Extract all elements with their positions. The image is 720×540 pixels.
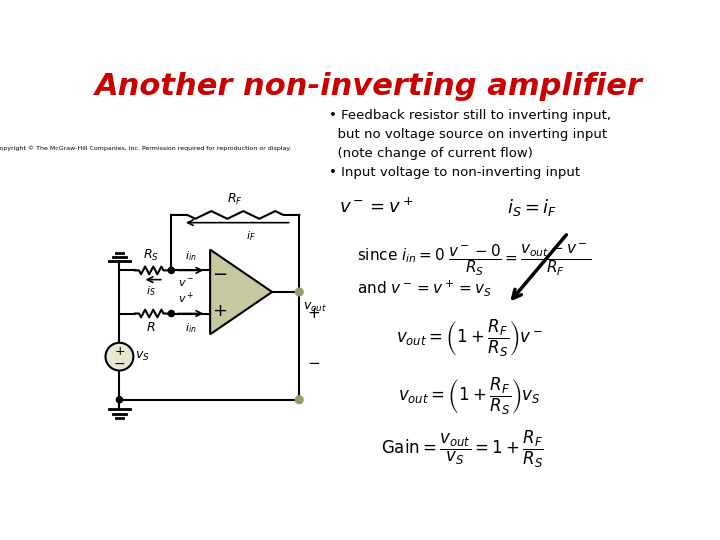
Text: $R_S$: $R_S$ [143, 247, 159, 262]
Text: • Feedback resistor still to inverting input,
  but no voltage source on inverti: • Feedback resistor still to inverting i… [329, 110, 611, 179]
Text: $+$: $+$ [212, 302, 227, 320]
Text: $+$: $+$ [114, 345, 125, 357]
Circle shape [106, 343, 133, 370]
Text: $v^- = v^+$: $v^- = v^+$ [339, 198, 414, 217]
Text: and $v^- = v^+ = v_S$: and $v^- = v^+ = v_S$ [357, 278, 492, 298]
Polygon shape [210, 249, 272, 334]
Text: $v_{out}$: $v_{out}$ [303, 301, 327, 314]
Circle shape [295, 288, 303, 296]
Text: $v_S$: $v_S$ [135, 350, 150, 363]
Text: $\dfrac{v^- - 0}{R_S} = \dfrac{v_{out} - v^-}{R_F}$: $\dfrac{v^- - 0}{R_S} = \dfrac{v_{out} -… [449, 241, 592, 278]
Text: $-$: $-$ [212, 264, 227, 282]
Text: $-$: $-$ [307, 354, 320, 369]
Text: $+$: $+$ [307, 306, 320, 321]
Circle shape [295, 396, 303, 403]
Text: Another non-inverting amplifier: Another non-inverting amplifier [95, 72, 643, 101]
Text: $i_F$: $i_F$ [246, 229, 256, 242]
Text: $v_{out} = \left(1 + \dfrac{R_F}{R_S}\right)v_S$: $v_{out} = \left(1 + \dfrac{R_F}{R_S}\ri… [398, 375, 541, 416]
Text: $i_S = i_F$: $i_S = i_F$ [507, 197, 557, 218]
Text: $i_{in}$: $i_{in}$ [185, 321, 197, 335]
Circle shape [168, 310, 174, 316]
Text: $-$: $-$ [113, 356, 125, 370]
Text: $v^+$: $v^+$ [178, 291, 194, 306]
Text: Copyright © The McGraw-Hill Companies, Inc. Permission required for reproduction: Copyright © The McGraw-Hill Companies, I… [0, 146, 291, 151]
Text: since $i_{in} = 0$: since $i_{in} = 0$ [357, 246, 446, 265]
Text: $v_{out} = \left(1 + \dfrac{R_F}{R_S}\right)v^-$: $v_{out} = \left(1 + \dfrac{R_F}{R_S}\ri… [396, 318, 544, 359]
Circle shape [168, 267, 174, 273]
Text: $v^-$: $v^-$ [178, 278, 194, 289]
Text: $R_F$: $R_F$ [228, 192, 243, 207]
Text: $i_S$: $i_S$ [146, 284, 156, 298]
Text: $R$: $R$ [146, 321, 156, 334]
Text: $\mathrm{Gain} = \dfrac{v_{out}}{v_S} = 1 + \dfrac{R_F}{R_S}$: $\mathrm{Gain} = \dfrac{v_{out}}{v_S} = … [381, 429, 544, 470]
Circle shape [117, 397, 122, 403]
Text: $i_{in}$: $i_{in}$ [185, 249, 197, 262]
